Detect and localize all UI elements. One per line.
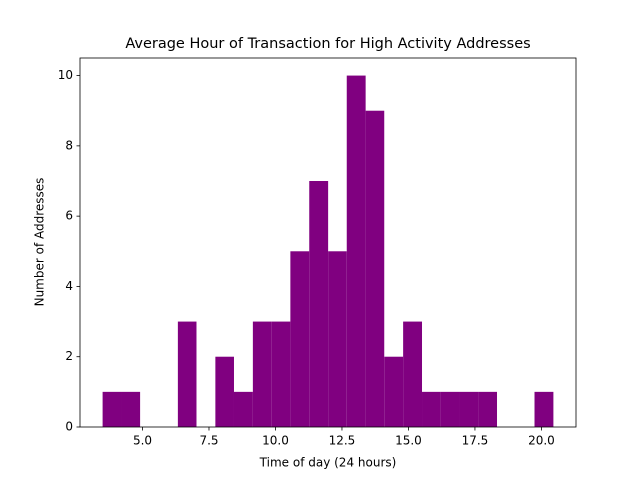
bar: [252, 321, 272, 427]
bar: [459, 391, 479, 427]
y-axis-label: Number of Addresses: [33, 178, 47, 307]
bar: [215, 356, 234, 427]
y-tick-label: 10: [58, 68, 73, 82]
bar: [440, 391, 460, 427]
bar: [309, 181, 329, 427]
y-tick-label: 0: [65, 420, 73, 434]
y-tick-label: 4: [65, 279, 73, 293]
x-tick-label: 5.0: [133, 434, 152, 448]
bar: [346, 75, 366, 428]
bar: [403, 321, 423, 427]
x-tick-label: 7.5: [199, 434, 218, 448]
x-axis-label: Time of day (24 hours): [259, 456, 397, 470]
x-tick-label: 12.5: [329, 434, 356, 448]
y-tick-label: 2: [65, 349, 73, 363]
y-tick-label: 6: [65, 209, 73, 223]
bar: [271, 321, 291, 427]
x-tick-label: 20.0: [528, 434, 555, 448]
x-tick-label: 10.0: [262, 434, 289, 448]
bar: [233, 391, 253, 427]
chart-title: Average Hour of Transaction for High Act…: [125, 36, 530, 52]
bar: [328, 251, 347, 427]
bar: [102, 391, 122, 427]
plot-frame: [79, 57, 577, 428]
bar: [365, 110, 385, 427]
x-tick-label: 17.5: [462, 434, 489, 448]
bar: [177, 321, 197, 427]
bar: [534, 391, 554, 427]
bar: [121, 391, 141, 427]
bar: [290, 251, 310, 427]
x-tick-label: 15.0: [395, 434, 422, 448]
bar: [422, 391, 441, 427]
bar: [384, 356, 404, 427]
bar: [478, 391, 498, 427]
y-tick-label: 8: [65, 138, 73, 152]
